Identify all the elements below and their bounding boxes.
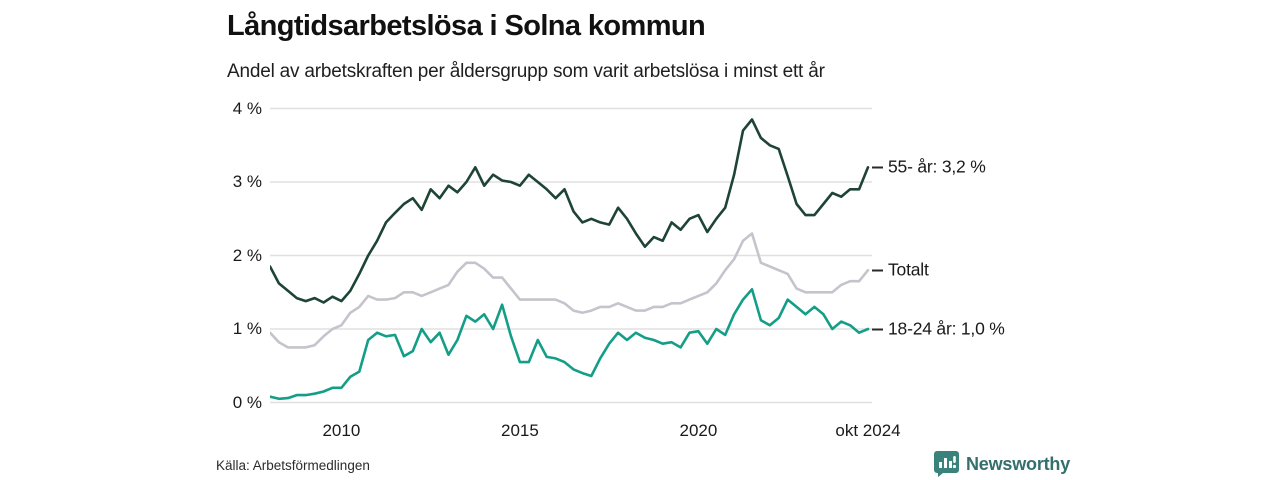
x-tick-label: 2020 bbox=[679, 421, 718, 440]
x-tick-label: okt 2024 bbox=[835, 421, 901, 440]
newsworthy-chart-bubble-icon bbox=[934, 451, 959, 477]
end-label-tick bbox=[872, 328, 883, 330]
end-label-text: 18-24 år: 1,0 % bbox=[888, 318, 1005, 339]
end-label-text: Totalt bbox=[888, 259, 929, 280]
end-label-55-r: 55- år: 3,2 % bbox=[872, 157, 986, 178]
end-label-tick bbox=[872, 166, 883, 169]
y-tick-label: 0 % bbox=[232, 392, 262, 412]
y-tick-label: 3 % bbox=[232, 172, 262, 191]
y-tick-label: 1 % bbox=[232, 319, 262, 338]
end-label-18-24-r: 18-24 år: 1,0 % bbox=[872, 319, 1005, 340]
x-tick-label: 2015 bbox=[500, 421, 539, 440]
x-tick-label: 2010 bbox=[322, 421, 361, 440]
y-tick-label: 2 % bbox=[232, 245, 262, 265]
end-label-Totalt: Totalt bbox=[872, 260, 929, 281]
end-label-text: 55- år: 3,2 % bbox=[888, 156, 986, 177]
end-label-tick bbox=[872, 269, 883, 272]
series-line-18-24-r bbox=[270, 288, 870, 401]
line-chart-plot-area bbox=[270, 107, 872, 404]
y-tick-label: 4 % bbox=[232, 98, 262, 118]
brand-name: Newsworthy bbox=[966, 453, 1071, 474]
newsworthy-logo: Newsworthy bbox=[934, 451, 1070, 477]
series-line-Totalt bbox=[270, 232, 870, 349]
series-line-55-r bbox=[270, 118, 870, 304]
chart-subtitle: Andel av arbetskraften per åldersgrupp s… bbox=[227, 61, 825, 82]
chart-title: Långtidsarbetslösa i Solna kommun bbox=[227, 10, 706, 42]
source-note: Källa: Arbetsförmedlingen bbox=[216, 458, 370, 473]
